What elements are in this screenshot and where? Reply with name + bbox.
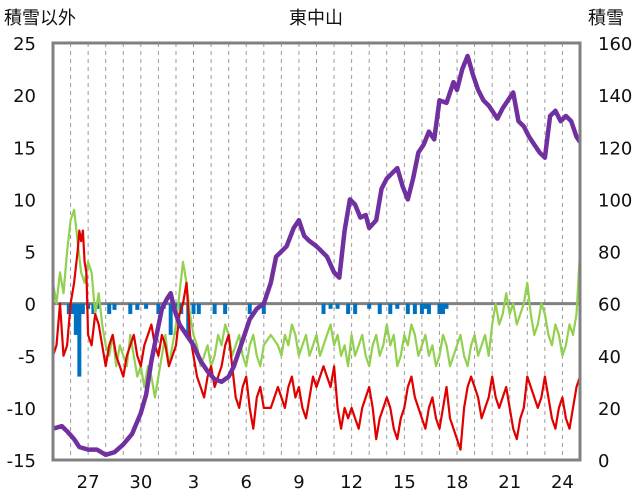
precip-bar bbox=[144, 303, 149, 309]
precip-bar bbox=[73, 303, 78, 335]
precip-bar bbox=[412, 303, 417, 315]
plot-frame bbox=[51, 41, 582, 462]
precip-bar bbox=[247, 303, 252, 315]
left-axis-label: 積雪以外 bbox=[4, 8, 76, 29]
precip-bar bbox=[440, 303, 445, 315]
x-tick-label: 6 bbox=[241, 472, 252, 493]
right-tick-label: 0 bbox=[598, 451, 609, 472]
precip-bar bbox=[405, 303, 410, 315]
precip-bar bbox=[444, 303, 449, 309]
precip-bar bbox=[223, 303, 228, 315]
precip-bar bbox=[80, 303, 85, 315]
right-tick-label: 120 bbox=[598, 138, 632, 159]
x-tick-label: 18 bbox=[446, 472, 469, 493]
precip-bar bbox=[261, 303, 266, 315]
precip-bar bbox=[107, 303, 112, 315]
left-tick-label: 0 bbox=[25, 295, 36, 316]
left-tick-label: -10 bbox=[7, 399, 36, 420]
x-tick-label: 30 bbox=[129, 472, 152, 493]
left-tick-label: -5 bbox=[18, 347, 36, 368]
right-axis-ticks: 160 140 120 100 80 60 40 20 0 bbox=[598, 34, 632, 472]
right-tick-label: 140 bbox=[598, 86, 632, 107]
right-axis-label: 積雪 bbox=[588, 8, 624, 29]
precip-bar bbox=[77, 303, 82, 377]
precip-bar bbox=[196, 303, 201, 315]
precip-bar bbox=[395, 303, 400, 309]
precip-bar bbox=[328, 303, 333, 309]
precip-bar bbox=[437, 303, 442, 315]
x-tick-label: 27 bbox=[77, 472, 100, 493]
precip-bar bbox=[321, 303, 326, 315]
precip-bar bbox=[91, 303, 96, 315]
precip-bar bbox=[156, 303, 161, 315]
precip-bar bbox=[377, 303, 382, 315]
precip-bar bbox=[66, 303, 71, 315]
temp-red-line bbox=[51, 229, 582, 451]
x-tick-label: 15 bbox=[393, 472, 416, 493]
precip-bar bbox=[70, 303, 75, 315]
left-tick-label: 15 bbox=[13, 138, 36, 159]
snow-depth-line bbox=[52, 53, 582, 458]
left-tick-label: 25 bbox=[13, 34, 36, 55]
x-axis-ticks: 27 30 3 6 9 12 15 18 21 24 bbox=[77, 472, 574, 493]
precip-bar bbox=[112, 303, 117, 310]
x-tick-label: 3 bbox=[188, 472, 199, 493]
precip-bar bbox=[426, 303, 431, 315]
precip-bar bbox=[135, 303, 140, 310]
right-tick-label: 100 bbox=[598, 190, 632, 211]
x-tick-label: 24 bbox=[551, 472, 574, 493]
right-tick-label: 60 bbox=[598, 295, 621, 316]
precip-bar bbox=[388, 303, 393, 315]
right-tick-label: 80 bbox=[598, 243, 621, 264]
left-axis-ticks: 25 20 15 10 5 0 -5 -10 -15 bbox=[7, 34, 36, 472]
x-tick-label: 21 bbox=[498, 472, 521, 493]
x-tick-label: 9 bbox=[293, 472, 304, 493]
precip-bar bbox=[353, 303, 358, 315]
right-tick-label: 160 bbox=[598, 34, 632, 55]
left-tick-label: 20 bbox=[13, 86, 36, 107]
precip-bar bbox=[367, 303, 372, 309]
precip-bar bbox=[168, 303, 173, 335]
precip-bar bbox=[212, 303, 217, 315]
temp-green-line bbox=[51, 208, 582, 399]
left-tick-label: -15 bbox=[7, 451, 36, 472]
precip-bar bbox=[423, 303, 428, 309]
x-tick-label: 12 bbox=[340, 472, 363, 493]
right-tick-label: 40 bbox=[598, 347, 621, 368]
right-tick-label: 20 bbox=[598, 399, 621, 420]
precip-bar bbox=[128, 303, 133, 315]
series-lines bbox=[51, 53, 582, 458]
precip-bar bbox=[419, 303, 424, 315]
left-tick-label: 10 bbox=[13, 190, 36, 211]
left-tick-label: 5 bbox=[25, 243, 36, 264]
precip-bar bbox=[335, 303, 340, 309]
chart-title: 東中山 bbox=[289, 8, 343, 29]
precip-bar bbox=[96, 303, 101, 309]
precip-bar bbox=[191, 303, 196, 315]
precip-bar bbox=[346, 303, 351, 315]
